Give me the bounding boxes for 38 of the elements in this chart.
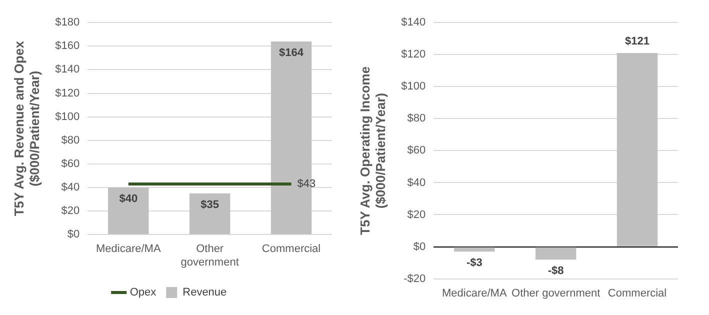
y-tick-label: $20 (61, 205, 80, 218)
bar (108, 187, 149, 234)
y-tick-label: $60 (407, 144, 426, 157)
x-tick-label: Medicare/MA (96, 243, 162, 256)
x-tick-label: Commercial (608, 287, 667, 300)
y-tick-label: $120 (55, 87, 80, 100)
data-label: $35 (200, 198, 220, 211)
y-axis-title: T5Y Avg. Operating Income ($000/Patient/Year) (357, 66, 388, 235)
y-tick-label: $180 (55, 16, 80, 29)
y-tick-label: $60 (61, 158, 80, 170)
legend-label: Opex (130, 286, 157, 299)
y-tick-label: $40 (407, 176, 426, 189)
y-tick-label: $140 (55, 64, 80, 76)
x-tick-label: Other government (180, 243, 239, 268)
x-tick-label: Other government (512, 287, 600, 300)
data-label: -$3 (466, 257, 482, 270)
y-tick-label: $100 (401, 80, 426, 93)
bar (189, 193, 230, 234)
y-tick-label: $20 (407, 208, 426, 221)
data-label: $40 (119, 193, 138, 206)
data-label: $43 (297, 178, 316, 190)
x-tick-label: Commercial (262, 243, 321, 256)
y-tick-label: $140 (401, 16, 426, 29)
y-tick-label: $100 (55, 110, 80, 123)
y-axis-title: T5Y Avg. Revenue and Opex ($000/Patient/Year) (11, 40, 42, 216)
x-tick-label: Medicare/MA (442, 287, 508, 300)
data-label: -$8 (548, 265, 564, 278)
y-tick-label: $80 (407, 112, 426, 125)
y-tick-label: $80 (61, 134, 80, 146)
data-label: $164 (279, 46, 304, 59)
y-tick-label: $40 (61, 182, 80, 194)
y-tick-label: $0 (413, 240, 426, 253)
y-tick-label: -$20 (404, 272, 426, 285)
y-tick-label: $0 (67, 228, 80, 241)
legend-label: Revenue (182, 286, 227, 299)
y-tick-label: $120 (401, 48, 426, 61)
data-label: $121 (625, 36, 650, 48)
y-tick-label: $160 (55, 40, 80, 52)
